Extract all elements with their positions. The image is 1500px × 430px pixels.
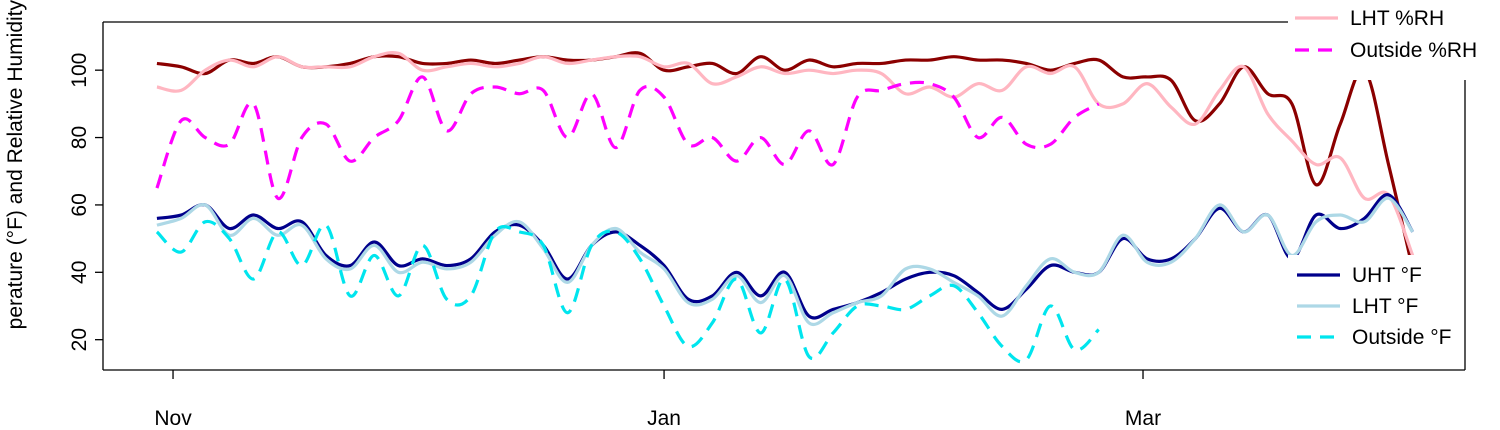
legend-label: LHT %RH [1350,7,1444,30]
x-tick-label: Jan [647,407,681,430]
y-tick-label: 80 [68,126,91,149]
x-tick-label: Mar [1125,407,1161,430]
series-line [155,75,1100,200]
y-axis-label: perature (°F) and Relative Humidity [4,0,27,329]
legend-label: Outside %RH [1350,39,1477,62]
y-tick-label: 40 [68,261,91,284]
legend-label: Outside °F [1352,326,1451,349]
series-line [156,196,1415,326]
series-line [156,50,1415,257]
legend-box [1288,0,1500,80]
series-line [156,193,1415,320]
y-tick-label: 60 [68,193,91,216]
legend-label: LHT °F [1352,295,1418,318]
y-tick-label: 20 [68,328,91,351]
legend-label: UHT °F [1352,264,1422,287]
y-tick-label: 100 [68,53,91,88]
series-line [155,219,1100,364]
x-tick-label: Nov [154,407,192,430]
